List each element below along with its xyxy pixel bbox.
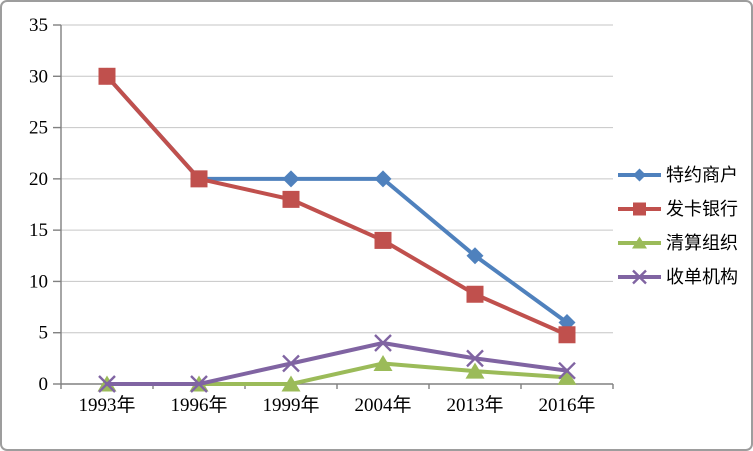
legend-item-2 [618,236,661,249]
x-axis-label-2: 1999年 [262,394,319,416]
series-3-marker-1 [190,375,208,393]
series-1-marker-3 [374,231,392,249]
series-3-marker-5-stroke-2 [558,361,576,380]
series-0-marker-3 [374,170,392,188]
x-axis-label-5: 2016年 [538,394,595,416]
legend-item-1 [618,202,661,216]
series-1-line [105,74,569,337]
legend-label-1: 发卡银行 [666,199,738,219]
series-3-marker-0 [98,375,116,393]
y-axis-label-30: 30 [29,66,48,87]
legend-marker-3-stroke-2 [632,269,647,285]
legend-item-3 [618,269,661,285]
series-3-line [105,340,569,386]
legend-item-0 [618,168,661,182]
series-3-marker-5 [558,361,576,380]
x-axis-label-3: 2004年 [354,394,411,416]
series-1-marker-5 [558,326,576,344]
series-3-marker-0-stroke-2 [98,375,116,393]
legend-marker-1 [633,202,646,216]
y-axis-label-35: 35 [29,15,48,36]
legend-label-3: 收单机构 [666,267,738,287]
legend-marker-0 [633,168,646,182]
series-2-marker-4 [465,362,485,379]
series-3-marker-3 [374,334,392,352]
series-1-marker-2 [282,190,300,208]
legend-marker-3 [632,269,647,285]
legend [618,168,661,285]
y-axis-label-25: 25 [29,118,48,139]
y-axis-label-10: 10 [29,271,48,292]
series-3-marker-1-stroke-2 [190,375,208,393]
x-axis-label-4: 2013年 [446,394,503,416]
series-1 [98,67,576,344]
series-0-marker-2 [282,170,300,188]
y-axis-label-15: 15 [29,220,48,241]
series-2-marker-3 [373,354,393,371]
x-axis-label-1: 1996年 [170,394,227,416]
series-1-marker-4 [466,285,484,303]
series-3-marker-4 [466,349,484,368]
series-3-marker-2 [282,354,300,373]
series-3 [98,334,576,393]
series-2-marker-2 [281,375,301,392]
y-axis-label-5: 5 [39,323,49,344]
series-3-marker-2-stroke-2 [282,354,300,373]
legend-label-0: 特约商户 [666,165,738,185]
series-3-marker-4-stroke-2 [466,349,484,368]
series-1-marker-0 [98,67,116,85]
y-axis-label-0: 0 [39,374,49,395]
legend-marker-2 [632,236,647,249]
legend-label-2: 清算组织 [666,233,738,253]
y-axis-label-20: 20 [29,169,48,190]
x-axis-label-0: 1993年 [78,394,135,416]
series-1-marker-1 [190,170,208,188]
series-3-marker-3-stroke-2 [374,334,392,352]
series-0-marker-4 [466,247,484,265]
series-2-marker-5 [557,368,577,385]
